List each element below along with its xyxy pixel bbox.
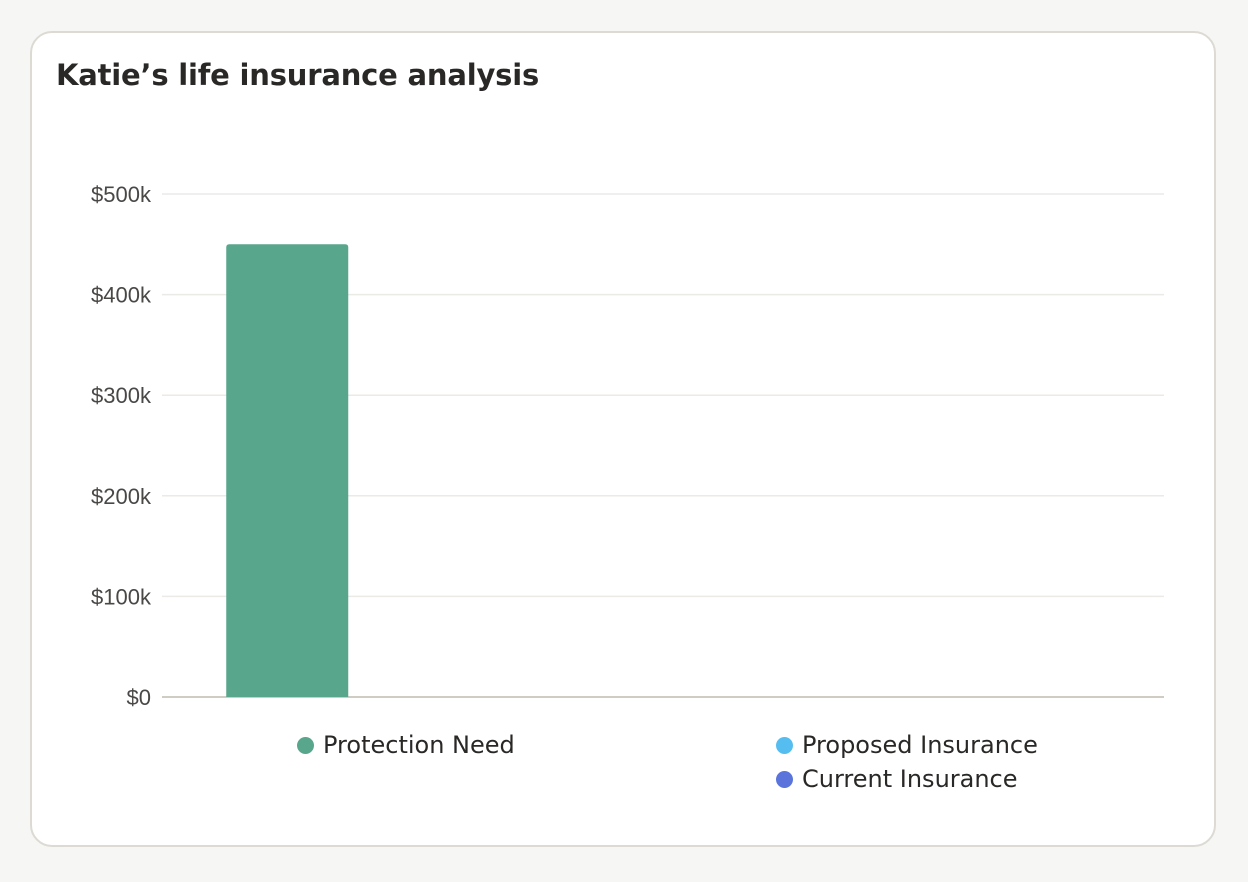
y-tick-label: $0 — [127, 685, 151, 710]
legend-swatch — [297, 736, 314, 754]
legend-swatch — [776, 736, 793, 754]
y-tick-label: $200k — [91, 484, 152, 509]
y-tick-label: $300k — [91, 383, 152, 408]
legend-item-current-insurance[interactable]: Current Insurance — [776, 765, 1038, 793]
y-tick-label: $400k — [91, 283, 152, 308]
legend-label: Proposed Insurance — [802, 731, 1038, 759]
bar-protection-need[interactable] — [226, 244, 349, 698]
legend-item-protection-need[interactable]: Protection Need — [297, 731, 515, 759]
legend-item-proposed-insurance[interactable]: Proposed Insurance — [776, 731, 1038, 759]
legend-swatch — [776, 770, 793, 788]
legend-group-protection: Protection Need — [297, 731, 515, 759]
legend-label: Current Insurance — [802, 765, 1018, 793]
y-tick-label: $100k — [91, 584, 152, 609]
bar-layer — [226, 244, 349, 698]
y-tick-label: $500k — [91, 182, 152, 207]
legend-label: Protection Need — [323, 731, 515, 759]
y-axis-ticks: $0 $100k $200k $300k $400k $500k — [91, 182, 152, 710]
chart-title: Katie’s life insurance analysis — [56, 58, 540, 92]
legend-group-insurance: Proposed Insurance Current Insurance — [776, 731, 1038, 793]
